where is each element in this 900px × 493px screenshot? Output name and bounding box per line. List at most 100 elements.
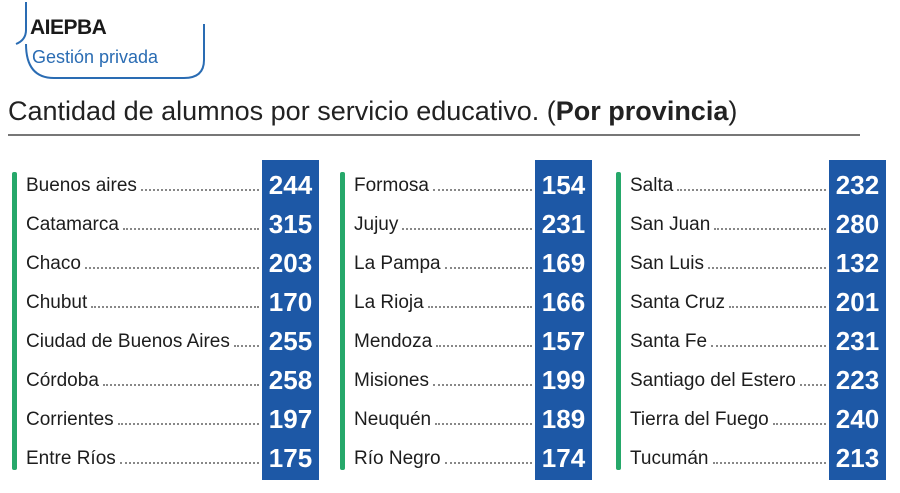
row: Entre Ríos 175 [26, 439, 319, 478]
student-count: 213 [835, 443, 880, 473]
student-count: 157 [541, 326, 586, 356]
column-accent [12, 172, 17, 470]
leader-dots [122, 227, 259, 230]
leader-dots [432, 383, 532, 386]
leader-dots [102, 383, 259, 386]
province-name: Chaco [26, 252, 81, 274]
province-name: Tucumán [630, 447, 709, 469]
leader-dots [729, 305, 826, 308]
row: San Luis 132 [630, 244, 886, 283]
row: La Pampa 169 [354, 244, 592, 283]
logo-subtitle: Gestión privada [32, 47, 159, 67]
column: Formosa 154 Jujuy 231 La Pampa 169 La Rioja 166… [340, 160, 592, 480]
row: Neuquén 189 [354, 400, 592, 439]
student-count: 244 [268, 170, 313, 200]
logo-frame [15, 2, 205, 79]
student-count: 199 [541, 365, 586, 395]
value-band [535, 160, 592, 480]
province-name: Santiago del Estero [630, 369, 796, 391]
row: Chubut 170 [26, 283, 319, 322]
student-count: 231 [835, 326, 880, 356]
province-name: Mendoza [354, 330, 433, 352]
title-suffix: ) [728, 96, 738, 126]
province-name: San Luis [630, 252, 704, 274]
province-name: San Juan [630, 213, 711, 235]
province-name: Santa Fe [630, 330, 708, 352]
column-accent [340, 172, 345, 470]
row: San Juan 280 [630, 205, 886, 244]
column-accent [616, 172, 621, 470]
row: Formosa 154 [354, 166, 592, 205]
student-count: 169 [541, 248, 586, 278]
leader-dots [435, 422, 532, 425]
leader-dots [402, 227, 532, 230]
row: Jujuy 231 [354, 205, 592, 244]
leader-dots [119, 461, 259, 464]
student-count: 175 [268, 443, 313, 473]
row: Mendoza 157 [354, 322, 592, 361]
leader-dots [233, 344, 259, 347]
student-count: 240 [835, 404, 880, 434]
province-name: Corrientes [26, 408, 114, 430]
province-name: La Rioja [354, 291, 424, 313]
row: Salta 232 [630, 166, 886, 205]
title-prefix: Cantidad de alumnos por servicio educati… [8, 96, 556, 126]
row: Tierra del Fuego 240 [630, 400, 886, 439]
province-name: Misiones [354, 369, 429, 391]
title-rule [8, 134, 860, 136]
leader-dots [714, 227, 826, 230]
province-name: Jujuy [354, 213, 399, 235]
student-count: 232 [835, 170, 880, 200]
province-name: Salta [630, 174, 674, 196]
row: Catamarca 315 [26, 205, 319, 244]
province-name: Catamarca [26, 213, 119, 235]
student-count: 166 [541, 287, 586, 317]
student-count: 315 [268, 209, 313, 239]
row: Ciudad de Buenos Aires 255 [26, 322, 319, 361]
row: Buenos aires 244 [26, 166, 319, 205]
student-count: 255 [268, 326, 313, 356]
leader-dots [432, 188, 532, 191]
column: Buenos aires 244 Catamarca 315 Chaco 203 Chubu… [12, 160, 319, 480]
province-name: Entre Ríos [26, 447, 116, 469]
student-count: 170 [268, 287, 313, 317]
student-count: 201 [835, 287, 880, 317]
row: Tucumán 213 [630, 439, 886, 478]
student-count: 223 [835, 365, 880, 395]
leader-dots [444, 461, 532, 464]
leader-dots [84, 266, 259, 269]
leader-dots [712, 461, 826, 464]
province-name: Río Negro [354, 447, 441, 469]
row: Río Negro 174 [354, 439, 592, 478]
row: Chaco 203 [26, 244, 319, 283]
column: Salta 232 San Juan 280 San Luis 132 Santa Cruz… [616, 160, 886, 480]
province-name: Neuquén [354, 408, 432, 430]
row: Santiago del Estero 223 [630, 361, 886, 400]
row: La Rioja 166 [354, 283, 592, 322]
student-count: 189 [541, 404, 586, 434]
title: Cantidad de alumnos por servicio educati… [8, 96, 737, 127]
value-band [262, 160, 319, 480]
student-count: 258 [268, 365, 313, 395]
province-name: Santa Cruz [630, 291, 726, 313]
student-count: 154 [541, 170, 586, 200]
leader-dots [91, 305, 259, 308]
province-name: La Pampa [354, 252, 441, 274]
student-count: 174 [541, 443, 586, 473]
leader-dots [140, 188, 259, 191]
leader-dots [427, 305, 532, 308]
province-name: Chubut [26, 291, 88, 313]
province-name: Tierra del Fuego [630, 408, 769, 430]
title-bold: Por provincia [555, 96, 729, 126]
leader-dots [436, 344, 532, 347]
leader-dots [117, 422, 259, 425]
leader-dots [799, 383, 826, 386]
row: Santa Fe 231 [630, 322, 886, 361]
logo-title: AIEPBA [30, 16, 107, 39]
row: Misiones 199 [354, 361, 592, 400]
value-band [829, 160, 886, 480]
row: Córdoba 258 [26, 361, 319, 400]
province-name: Ciudad de Buenos Aires [26, 330, 230, 352]
student-count: 280 [835, 209, 880, 239]
leader-dots [772, 422, 826, 425]
